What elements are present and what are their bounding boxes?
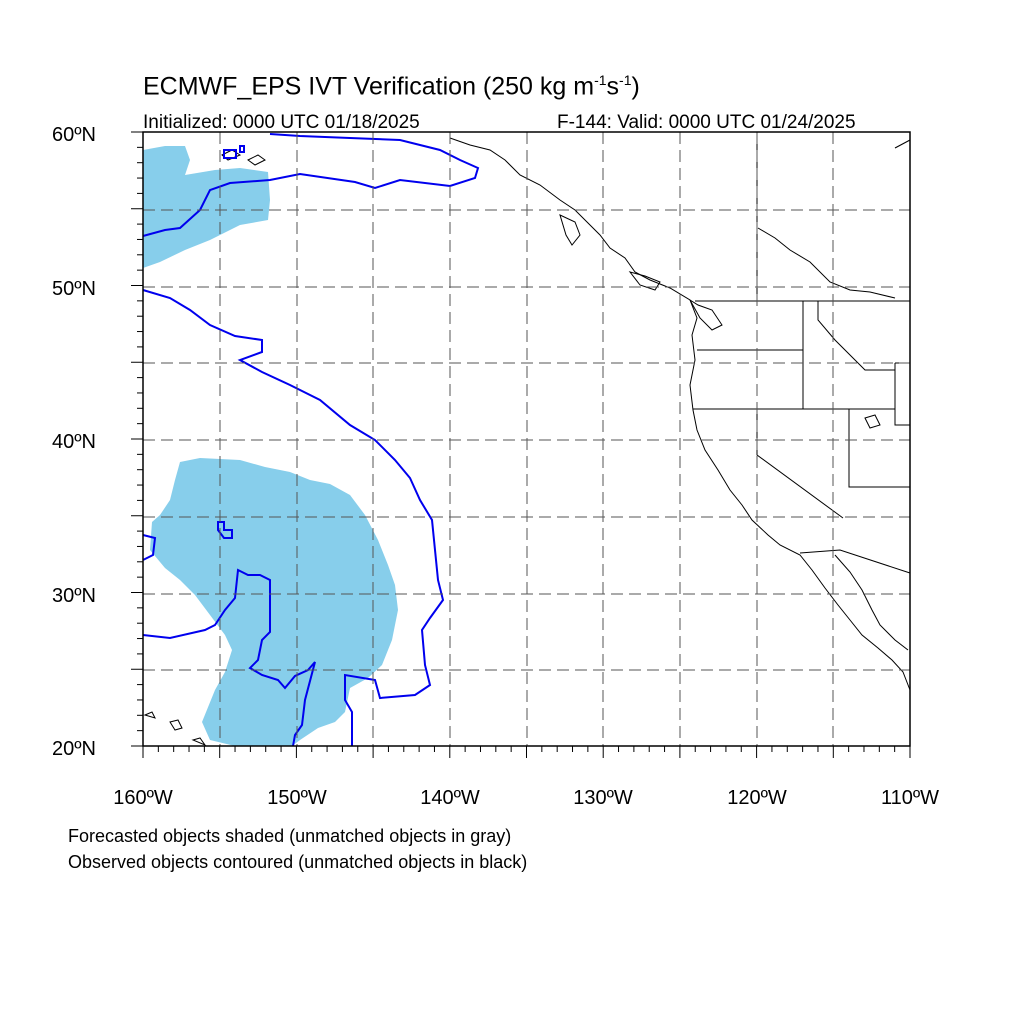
state-borders bbox=[693, 132, 911, 574]
forecast-object-south bbox=[150, 458, 398, 746]
forecast-objects bbox=[143, 146, 398, 746]
observed-contour-central bbox=[142, 289, 445, 746]
lon-label-160w: 160ºW bbox=[113, 787, 173, 809]
lon-label-150w: 150ºW bbox=[267, 787, 327, 809]
init-time-label: Initialized: 0000 UTC 01/18/2025 bbox=[143, 112, 420, 133]
axis-ticks bbox=[131, 131, 911, 758]
lon-label-140w: 140ºW bbox=[420, 787, 480, 809]
lon-axis-labels: 160ºW 150ºW 140ºW 130ºW 120ºW 110ºW bbox=[113, 787, 939, 809]
observed-contour-nw bbox=[223, 149, 237, 159]
observed-contour-small bbox=[217, 521, 233, 539]
lat-label-40: 40ºN bbox=[52, 431, 96, 453]
observed-contour-south bbox=[142, 568, 316, 747]
lat-label-20: 20ºN bbox=[52, 738, 96, 760]
observed-contour-nw2 bbox=[239, 145, 245, 153]
coastlines bbox=[143, 137, 911, 747]
forecast-object-north bbox=[143, 146, 270, 268]
lon-label-110w: 110ºW bbox=[881, 787, 939, 809]
lat-axis-labels: 60ºN 50ºN 40ºN 30ºN 20ºN bbox=[52, 124, 96, 760]
grid-lines bbox=[143, 132, 910, 746]
observed-contour-west-edge bbox=[142, 534, 157, 561]
lat-label-30: 30ºN bbox=[52, 585, 96, 607]
forecast-legend-note: Forecasted objects shaded (unmatched obj… bbox=[68, 826, 512, 846]
map-title: ECMWF_EPS IVT Verification (250 kg m-1s-… bbox=[143, 72, 640, 101]
observed-contours bbox=[142, 133, 480, 747]
lon-label-120w: 120ºW bbox=[727, 787, 787, 809]
observed-contour-north bbox=[142, 133, 480, 237]
valid-time-label: F-144: Valid: 0000 UTC 01/24/2025 bbox=[557, 112, 856, 133]
observed-legend-note: Observed objects contoured (unmatched ob… bbox=[68, 852, 528, 872]
lat-label-60: 60ºN bbox=[52, 124, 96, 146]
lon-label-130w: 130ºW bbox=[573, 787, 633, 809]
lat-label-50: 50ºN bbox=[52, 278, 96, 300]
